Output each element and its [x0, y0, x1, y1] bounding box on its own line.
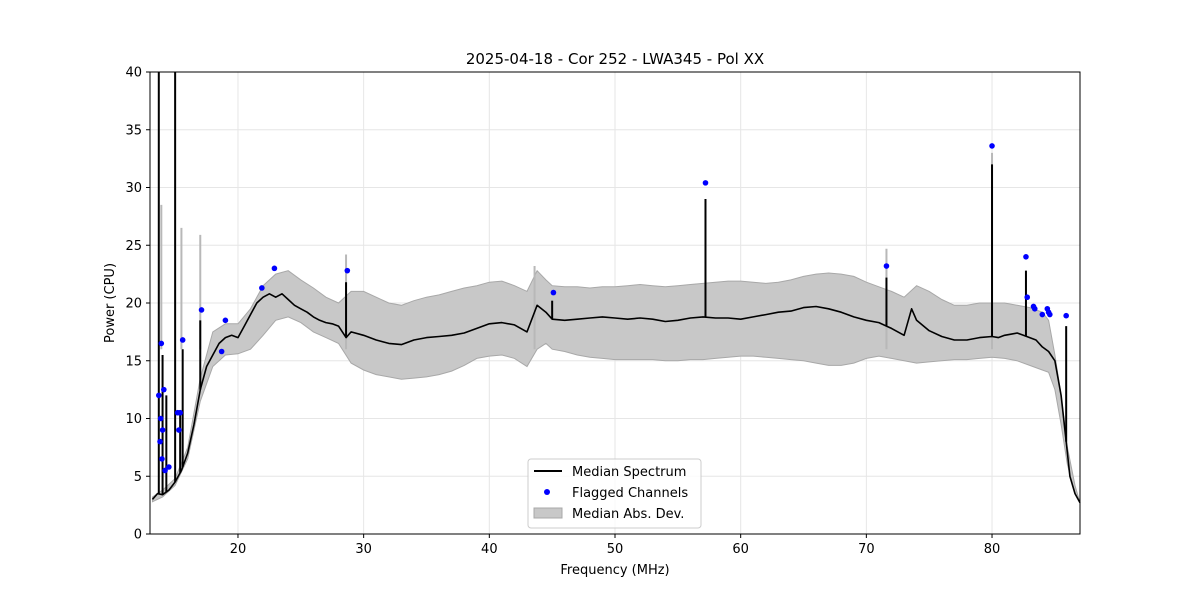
flagged-channel-point [550, 289, 557, 296]
legend: Median Spectrum Flagged Channels Median … [527, 458, 702, 529]
flagged-channel-point [1047, 311, 1053, 318]
x-axis-ticks: 20 30 40 50 60 70 80 [230, 534, 1001, 557]
flagged-channel-point [162, 467, 168, 474]
legend-point-swatch [544, 489, 550, 495]
y-tick-label: 25 [125, 239, 142, 254]
x-tick-label: 70 [858, 542, 875, 557]
legend-label-median: Median Spectrum [572, 465, 686, 480]
y-tick-label: 30 [125, 181, 142, 196]
flagged-channel-point [1023, 253, 1029, 260]
legend-box [527, 458, 702, 529]
flagged-channel-point [1024, 294, 1031, 301]
x-tick-label: 60 [732, 542, 749, 557]
flagged-channel-point [271, 265, 278, 272]
y-tick-label: 15 [125, 354, 142, 369]
flagged-channel-point [989, 143, 995, 149]
x-axis-label: Frequency (MHz) [560, 563, 669, 578]
y-tick-label: 20 [125, 297, 142, 312]
flagged-channel-point [1039, 311, 1046, 318]
flagged-channel-point [198, 307, 205, 313]
x-tick-label: 20 [230, 542, 247, 557]
median-spectrum [151, 72, 1081, 504]
flagged-channel-point [179, 337, 186, 343]
y-tick-label: 10 [125, 412, 142, 427]
flagged-channel-point [259, 285, 265, 291]
legend-label-flagged: Flagged Channels [572, 486, 688, 501]
x-tick-label: 40 [481, 542, 498, 557]
flagged-channel-point [159, 427, 166, 433]
y-tick-label: 35 [125, 123, 142, 138]
flagged-channel-point [222, 317, 229, 324]
flagged-channel-point [344, 267, 351, 274]
flagged-channel-point [883, 263, 890, 269]
y-tick-label: 5 [134, 470, 142, 485]
flagged-channel-point [1063, 312, 1069, 319]
flagged-channel-point [155, 392, 162, 399]
x-tick-label: 30 [355, 542, 372, 557]
flagged-channel-point [157, 438, 163, 445]
flagged-channel-point [161, 386, 167, 393]
flagged-channels [155, 143, 1069, 474]
flagged-channel-point [1031, 305, 1038, 312]
flagged-channel-point [159, 456, 165, 462]
y-tick-label: 40 [125, 66, 142, 81]
x-tick-label: 80 [984, 542, 1001, 557]
y-axis-label: Power (CPU) [103, 263, 118, 343]
flagged-channel-point [166, 464, 172, 470]
flagged-channel-point [176, 427, 182, 433]
y-tick-label: 0 [134, 528, 142, 543]
legend-band-swatch [533, 507, 563, 519]
flagged-channel-point [218, 348, 225, 355]
legend-label-mad: Median Abs. Dev. [572, 507, 684, 522]
flagged-channel-point [157, 415, 164, 422]
flagged-channel-point [158, 340, 165, 347]
median-spectrum-line [151, 292, 1081, 504]
flagged-channel-point [702, 180, 709, 186]
chart-title: 2025-04-18 - Cor 252 - LWA345 - Pol XX [466, 50, 764, 68]
flagged-channel-point [177, 409, 183, 416]
x-tick-label: 50 [607, 542, 624, 557]
y-axis-ticks: 0 5 10 15 20 25 30 35 40 [125, 66, 150, 543]
